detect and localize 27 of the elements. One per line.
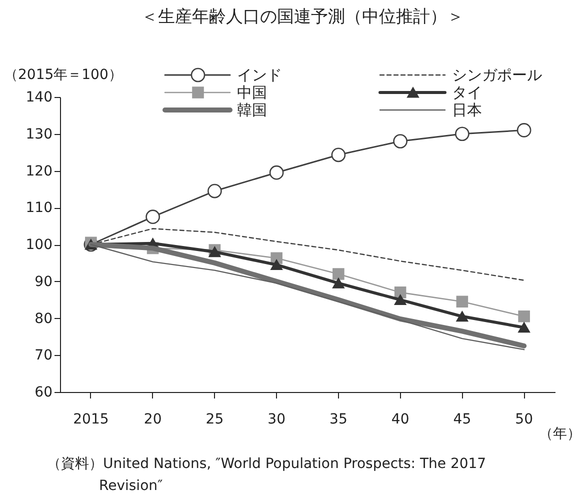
legend-label: インド	[237, 66, 282, 84]
legend-label: 中国	[237, 84, 267, 102]
y-tick-label: 90	[34, 274, 52, 290]
y-tick-label: 130	[26, 126, 52, 142]
y-tick-label: 140	[26, 90, 52, 106]
y-tick-label: 110	[26, 200, 52, 216]
chart-title: ＜生産年齢人口の国連予測（中位推計）＞	[141, 7, 464, 27]
x-axis-title: （年）	[539, 426, 581, 442]
legend-label: シンガポール	[452, 66, 542, 84]
y-tick-label: 100	[26, 237, 52, 253]
x-tick-label: 40	[391, 412, 410, 428]
x-tick-label: 35	[330, 412, 348, 428]
y-tick-label: 60	[34, 384, 52, 400]
legend-label: 韓国	[237, 101, 267, 119]
x-tick-label: 20	[144, 412, 162, 428]
x-tick-label: 30	[268, 412, 286, 428]
x-tick-label: 50	[515, 412, 533, 428]
y-tick-label: 70	[34, 348, 52, 364]
x-tick-label: 45	[453, 412, 472, 428]
x-tick-label: 25	[206, 412, 224, 428]
y-tick-label: 120	[26, 163, 52, 180]
x-tick-label: 2015	[73, 412, 109, 428]
y-axis-title: （2015年＝100）	[4, 67, 122, 83]
legend-label: タイ	[452, 84, 482, 102]
text: （資料）United Nations, ″World Population Prospects: The 2017 Revision″	[47, 456, 486, 494]
legend-label: 日本	[452, 101, 482, 119]
y-tick-label: 80	[34, 310, 52, 327]
